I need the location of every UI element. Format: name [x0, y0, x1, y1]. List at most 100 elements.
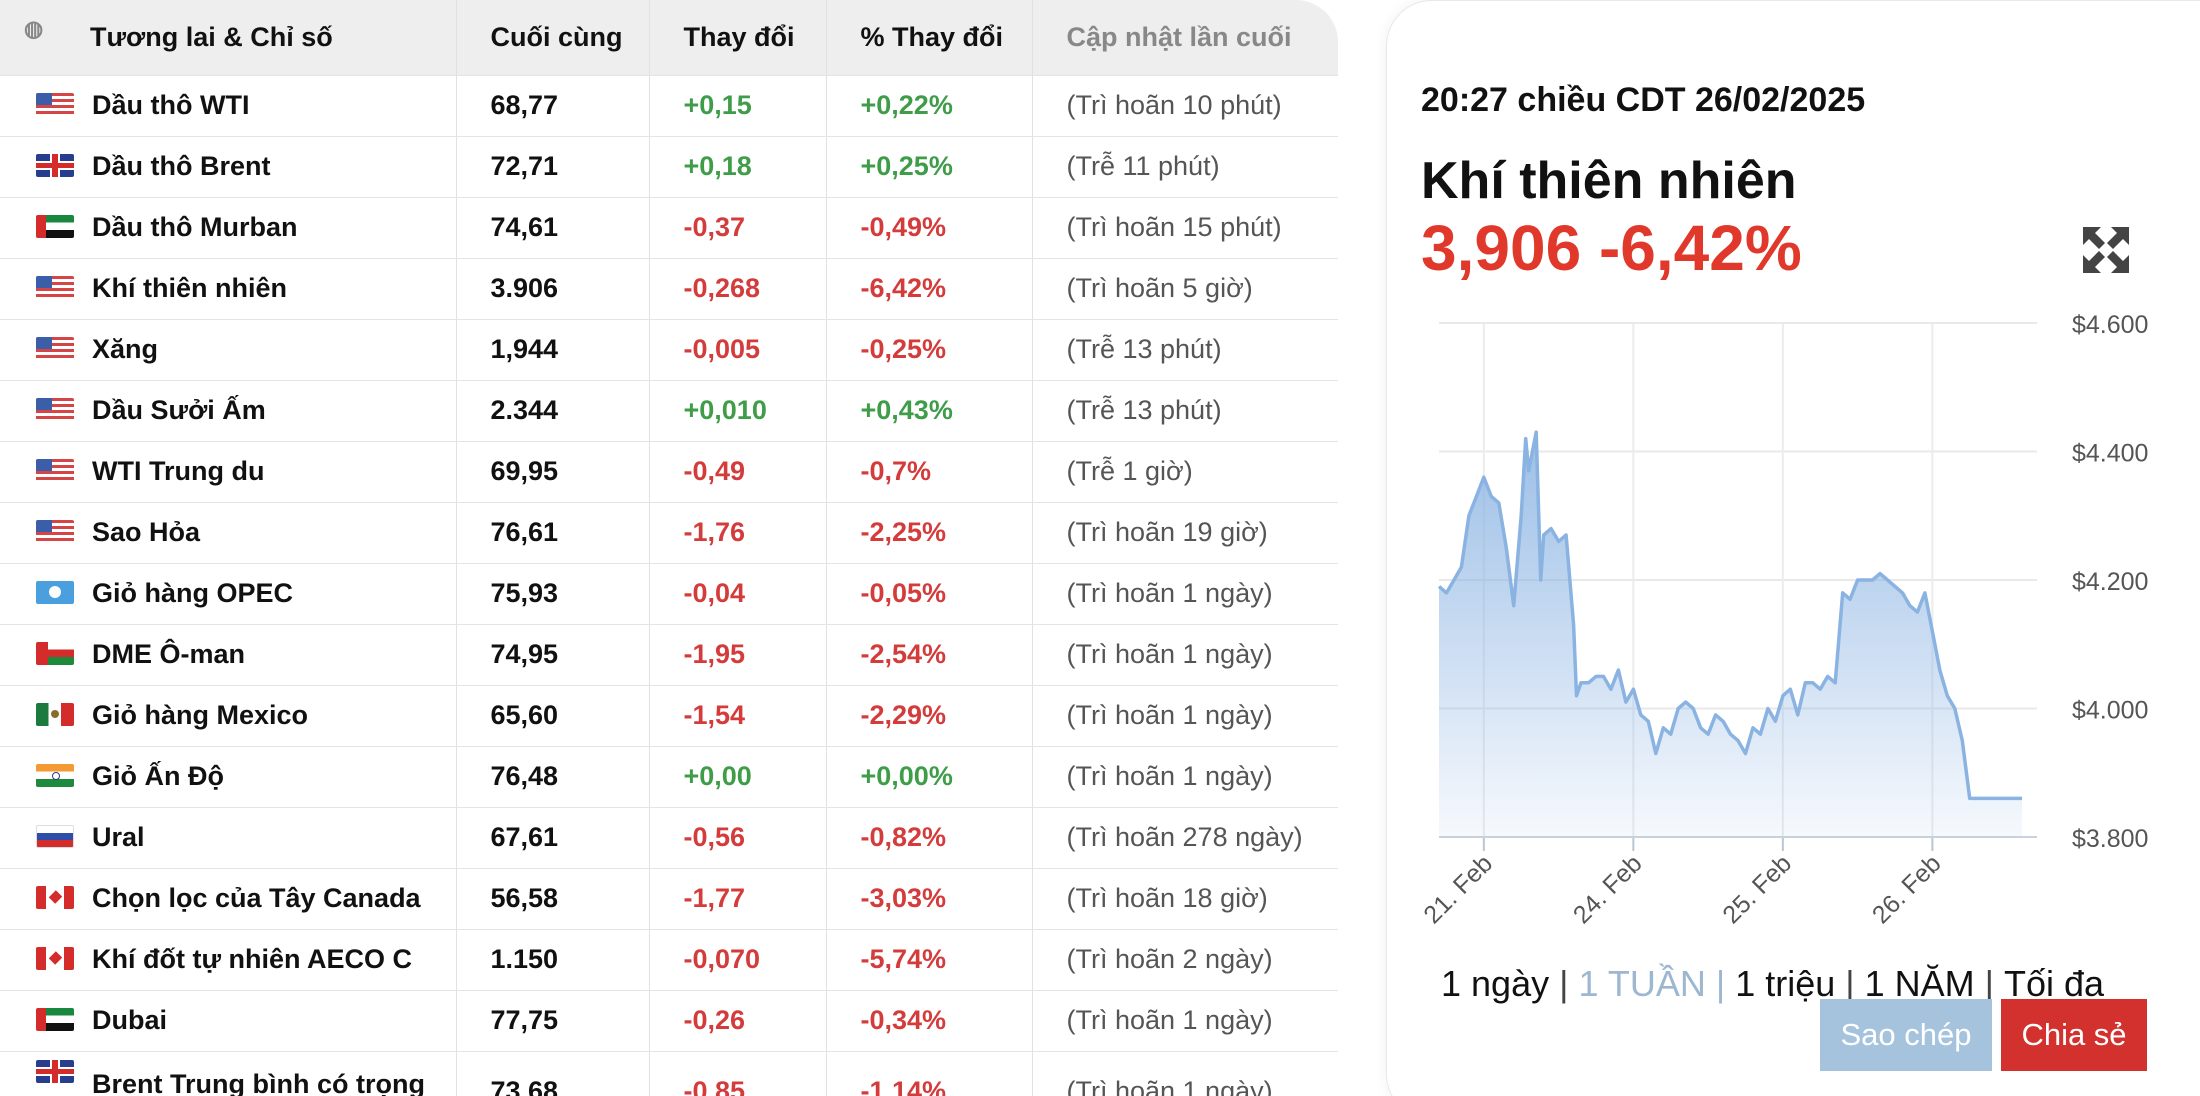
flag-us-icon [36, 459, 74, 483]
instrument-name[interactable]: Chọn lọc của Tây Canada [92, 883, 421, 913]
instrument-name[interactable]: Xăng [92, 334, 159, 364]
flag-ae-icon [36, 1008, 74, 1032]
updated-cell: (Trì hoãn 19 giờ) [1032, 502, 1338, 564]
instrument-name[interactable]: Khí thiên nhiên [92, 273, 287, 303]
last-value-cell: 65,60 [456, 685, 650, 747]
last-value-cell: 68,77 [456, 75, 650, 137]
range-option[interactable]: Tối đa [2004, 963, 2105, 1004]
table-row[interactable]: WTI Trung du 69,95 -0,49 -0,7% (Trễ 1 giờ) [0, 441, 1338, 503]
change-cell: -1,95 [649, 624, 827, 686]
table-row[interactable]: Dầu thô WTI 68,77 +0,15 +0,22% (Trì hoãn 10 … [0, 75, 1338, 137]
instrument-name-cell[interactable]: WTI Trung du [0, 441, 457, 503]
range-separator: | [1715, 963, 1726, 1004]
change-cell: -1,54 [649, 685, 827, 747]
pct-change-cell: -0,25% [826, 319, 1033, 381]
instrument-name-cell[interactable]: Khí đốt tự nhiên AECO C [0, 929, 457, 991]
range-option[interactable]: 1 ngày [1441, 963, 1550, 1004]
updated-cell: (Trễ 1 giờ) [1032, 441, 1338, 503]
instrument-name[interactable]: Dầu thô Brent [92, 151, 271, 181]
instrument-name[interactable]: Giỏ hàng OPEC [92, 578, 294, 608]
instrument-name[interactable]: Dubai [92, 1005, 168, 1035]
instrument-name-cell[interactable]: Dầu thô WTI [0, 75, 457, 137]
table-row[interactable]: Dầu thô Brent 72,71 +0,18 +0,25% (Trễ 11 phú… [0, 136, 1338, 198]
table-row[interactable]: Dubai 77,75 -0,26 -0,34% (Trì hoãn 1 ngày) [0, 990, 1338, 1052]
change-cell: -0,49 [649, 441, 827, 503]
instrument-name[interactable]: DME Ô-man [92, 639, 246, 669]
instrument-name-cell[interactable]: Brent Trung bình có trọngsố [0, 1051, 457, 1096]
updated-cell: (Trì hoãn 2 ngày) [1032, 929, 1338, 991]
x-tick-label: 21. Feb [1418, 849, 1498, 929]
table-row[interactable]: Chọn lọc của Tây Canada 56,58 -1,77 -3,03%(… [0, 868, 1338, 930]
instrument-name-cell[interactable]: DME Ô-man [0, 624, 457, 686]
change-cell: -1,77 [649, 868, 827, 930]
instrument-name[interactable]: Giỏ Ấn Độ [92, 761, 224, 791]
instrument-name[interactable]: Brent Trung bình có trọngsố [92, 1067, 425, 1096]
chart-timestamp: 20:27 chiều CDT 26/02/2025 [1421, 81, 1866, 119]
table-row[interactable]: Xăng 1,944 -0,005 -0,25% (Trễ 13 phút) [0, 319, 1338, 381]
updated-cell: (Trễ 13 phút) [1032, 319, 1338, 381]
copy-button[interactable]: Sao chép [1820, 999, 1992, 1071]
instrument-name-cell[interactable]: Dubai [0, 990, 457, 1052]
share-button[interactable]: Chia sẻ [2001, 999, 2147, 1071]
y-tick-label: $4.000 [2072, 697, 2148, 725]
column-header-change[interactable]: Thay đổi [649, 0, 827, 76]
instrument-name[interactable]: Sao Hỏa [92, 517, 201, 547]
instrument-name[interactable]: Khí đốt tự nhiên AECO C [92, 944, 413, 974]
last-value-cell: 77,75 [456, 990, 650, 1052]
column-header-updated[interactable]: Cập nhật lần cuối [1032, 0, 1338, 76]
change-cell: -0,005 [649, 319, 827, 381]
table-row[interactable]: Dầu Sưởi Ấm 2.344 +0,010 +0,43% (Trễ 13 phút… [0, 380, 1338, 442]
instrument-name[interactable]: Dầu thô Murban [92, 212, 298, 242]
table-row[interactable]: Giỏ Ấn Độ 76,48 +0,00 +0,00% (Trì hoãn 1 ngà… [0, 746, 1338, 808]
change-cell: +0,00 [649, 746, 827, 808]
column-header-pct-change[interactable]: % Thay đổi [826, 0, 1033, 76]
instrument-name-cell[interactable]: Chọn lọc của Tây Canada [0, 868, 457, 930]
futures-table: ◍ Tương lai & Chỉ số Cuối cùng Thay đổi %… [0, 0, 1338, 1096]
instrument-name-cell[interactable]: Ural [0, 807, 457, 869]
instrument-name[interactable]: WTI Trung du [92, 456, 265, 486]
instrument-name[interactable]: Ural [92, 822, 145, 852]
instrument-name[interactable]: Dầu Sưởi Ấm [92, 395, 266, 425]
instrument-name-cell[interactable]: Dầu thô Brent [0, 136, 457, 198]
table-row[interactable]: Sao Hỏa 76,61 -1,76 -2,25% (Trì hoãn 19 giờ) [0, 502, 1338, 564]
table-row[interactable]: Ural 67,61 -0,56 -0,82% (Trì hoãn 278 ngày) [0, 807, 1338, 869]
series-line [1437, 430, 2022, 801]
table-row[interactable]: Giỏ hàng Mexico 65,60 -1,54 -2,29% (Trì hoãn… [0, 685, 1338, 747]
last-value-cell: 76,48 [456, 746, 650, 808]
flag-opec-icon [36, 581, 74, 605]
table-row[interactable]: Khí thiên nhiên 3.906 -0,268 -6,42% (Trì hoã… [0, 258, 1338, 320]
instrument-name[interactable]: Dầu thô WTI [92, 90, 250, 120]
instrument-name-cell[interactable]: Xăng [0, 319, 457, 381]
instrument-name-cell[interactable]: Sao Hỏa [0, 502, 457, 564]
column-header-name-label: Tương lai & Chỉ số [90, 21, 333, 52]
instrument-name[interactable]: Giỏ hàng Mexico [92, 700, 309, 730]
instrument-name-cell[interactable]: Giỏ hàng OPEC [0, 563, 457, 625]
table-row[interactable]: DME Ô-man 74,95 -1,95 -2,54% (Trì hoãn 1 ngà… [0, 624, 1338, 686]
range-option[interactable]: 1 NĂM [1864, 963, 1975, 1004]
column-header-name[interactable]: ◍ Tương lai & Chỉ số [0, 0, 457, 76]
flag-us-icon [36, 398, 74, 422]
instrument-name-cell[interactable]: Khí thiên nhiên [0, 258, 457, 320]
table-row[interactable]: Brent Trung bình có trọngsố 73,68-0,85-1,… [0, 1051, 1338, 1096]
pct-change-cell: -0,05% [826, 563, 1033, 625]
last-value-cell: 1.150 [456, 929, 650, 991]
chart-change-pct: -6,42% [1598, 212, 1802, 284]
range-option[interactable]: 1 triệu [1735, 963, 1836, 1004]
table-row[interactable]: Khí đốt tự nhiên AECO C 1.150 -0,070 -5,74%… [0, 929, 1338, 991]
instrument-name-cell[interactable]: Giỏ hàng Mexico [0, 685, 457, 747]
range-separator: | [1845, 963, 1855, 1004]
flag-om-icon [36, 642, 74, 666]
y-tick-label: $4.200 [2072, 568, 2148, 596]
instrument-name-cell[interactable]: Dầu thô Murban [0, 197, 457, 259]
instrument-name-cell[interactable]: Dầu Sưởi Ấm [0, 380, 457, 442]
flag-us-icon [36, 93, 74, 117]
flag-ca-icon [36, 947, 74, 971]
last-value-cell: 76,61 [456, 502, 650, 564]
instrument-name-cell[interactable]: Giỏ Ấn Độ [0, 746, 457, 808]
range-selector: 1 ngày | 1 TUẦN | 1 triệu | 1 NĂM | Tối đa [1441, 963, 2104, 1005]
range-option[interactable]: 1 TUẦN [1578, 963, 1706, 1004]
expand-arrows-icon[interactable] [2081, 225, 2131, 275]
table-row[interactable]: Dầu thô Murban 74,61 -0,37 -0,49% (Trì hoãn … [0, 197, 1338, 259]
column-header-last[interactable]: Cuối cùng [456, 0, 650, 76]
table-row[interactable]: Giỏ hàng OPEC 75,93 -0,04 -0,05% (Trì hoãn 1… [0, 563, 1338, 625]
